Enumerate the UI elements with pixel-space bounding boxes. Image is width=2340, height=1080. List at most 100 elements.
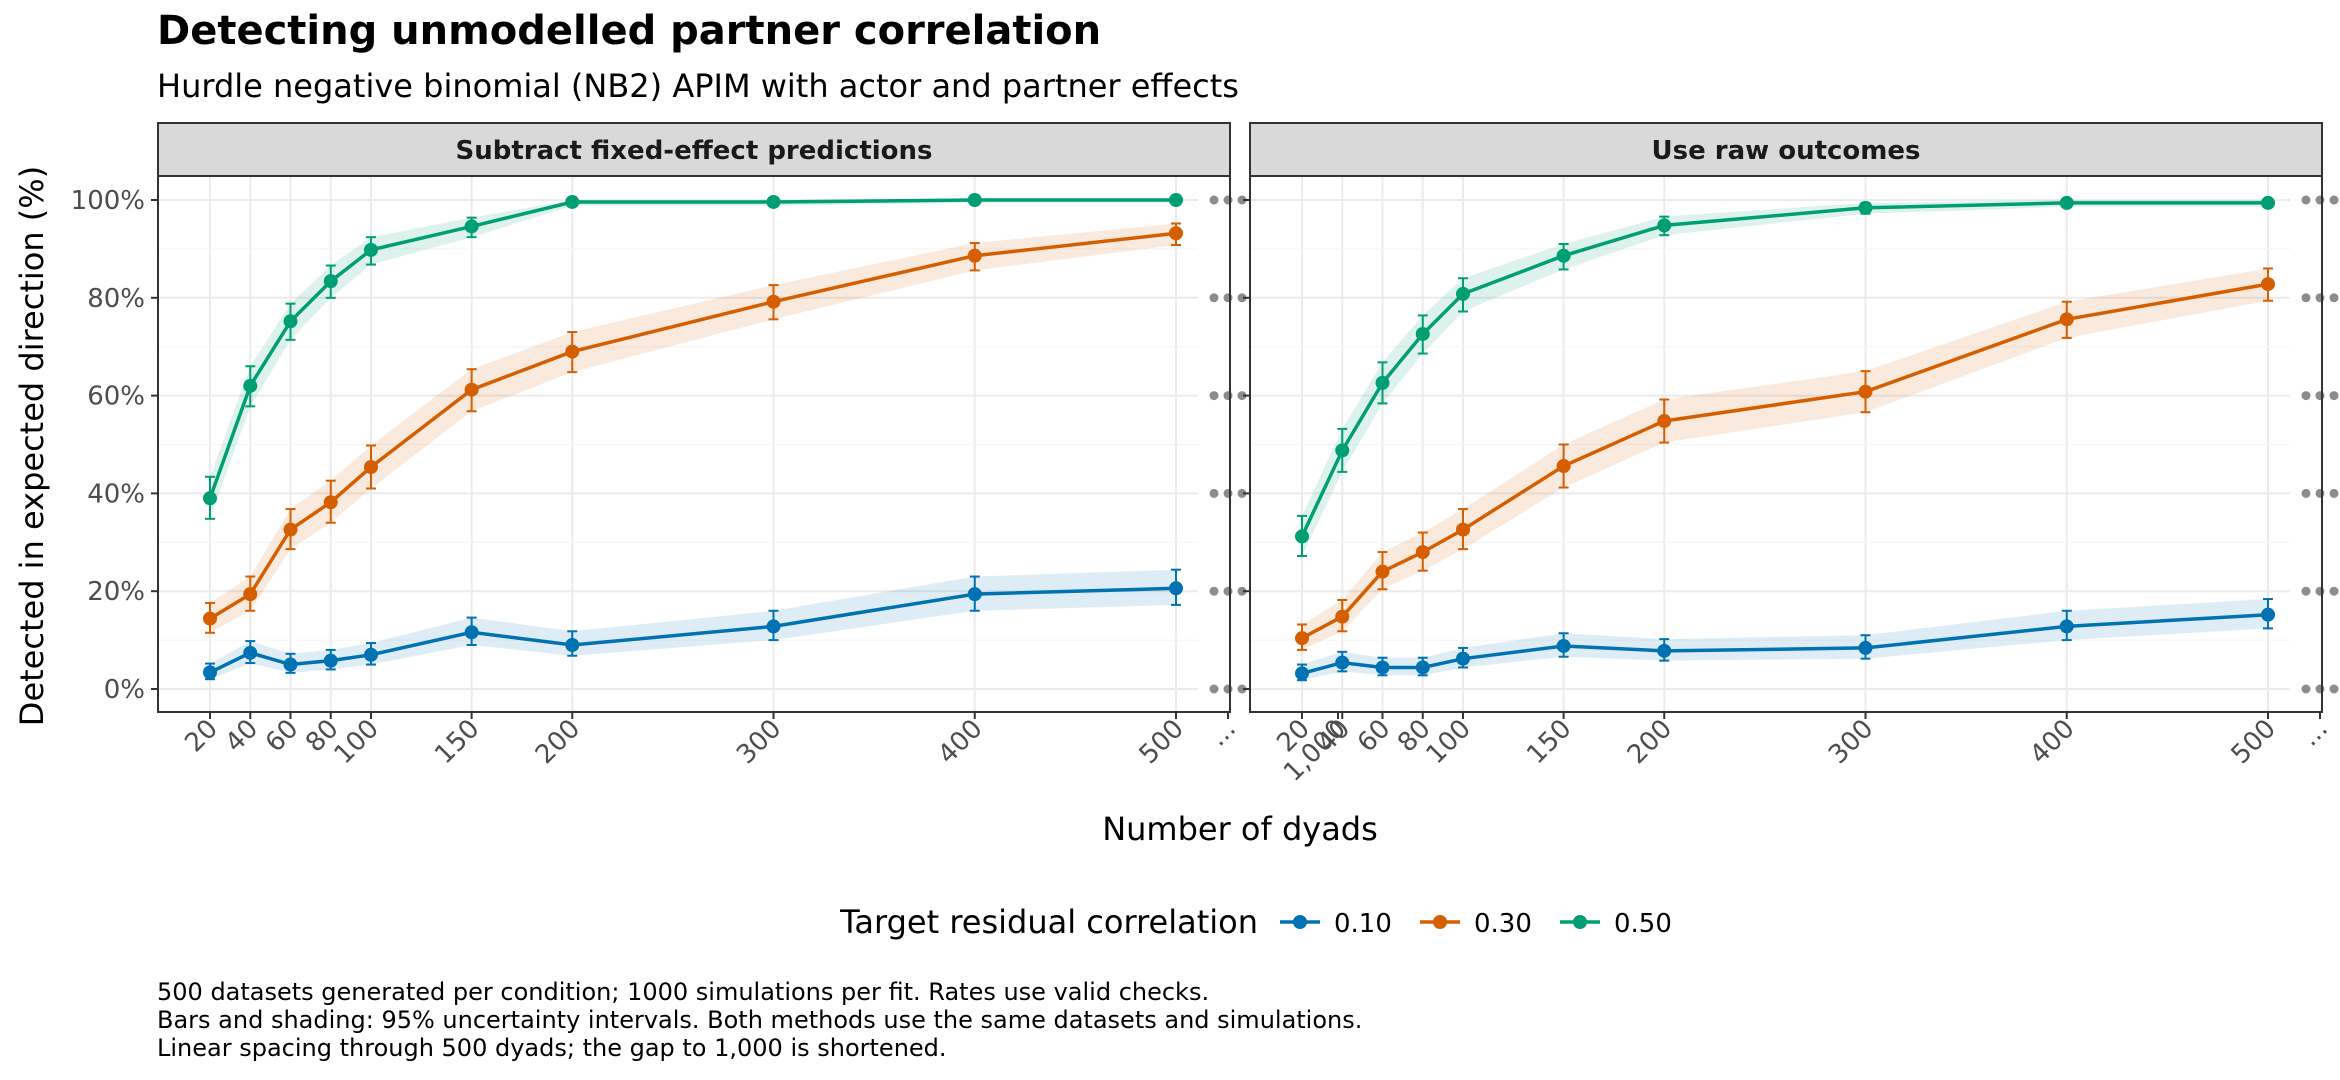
axis-break-dot	[2315, 391, 2325, 401]
point-series-0.10	[1335, 655, 1350, 670]
x-tick-label: 500	[1134, 714, 1190, 770]
panel-strip	[1249, 122, 2323, 177]
point-series-0.10	[243, 645, 258, 660]
point-series-0.30	[1456, 522, 1470, 537]
point-series-0.10	[1375, 660, 1390, 675]
point-series-0.30	[1858, 384, 1873, 399]
point-series-0.30	[565, 344, 580, 359]
axis-break-dot	[1237, 391, 1247, 401]
point-series-0.10	[203, 665, 217, 680]
ribbon-series-0.10	[210, 569, 1176, 680]
x-tick-label: 20	[179, 714, 224, 759]
axis-break-dot	[2315, 293, 2325, 303]
point-series-0.50	[243, 378, 258, 393]
axis-break-dot	[2315, 586, 2325, 596]
x-tick-label: 300	[1823, 714, 1879, 770]
point-series-0.50	[1415, 326, 1430, 341]
axis-break-dot	[2329, 293, 2339, 303]
legend-title: Target residual correlation	[839, 903, 1258, 941]
caption-line-2: Bars and shading: 95% uncertainty interv…	[157, 1006, 1362, 1034]
point-series-0.30	[967, 248, 982, 263]
point-series-0.50	[1169, 193, 1183, 207]
point-series-0.30	[2261, 277, 2275, 292]
axis-break-dot	[2329, 586, 2339, 596]
axis-break-dot	[2301, 586, 2311, 596]
caption-line-3: Linear spacing through 500 dyads; the ga…	[157, 1034, 947, 1062]
x-tick-label: 300	[731, 714, 787, 770]
x-tick-label: 200	[1622, 714, 1678, 770]
legend-entry-label: 0.30	[1474, 909, 1532, 939]
point-series-0.10	[1657, 643, 1672, 658]
axis-break-dot	[1237, 293, 1247, 303]
point-series-0.50	[203, 491, 217, 506]
point-series-0.30	[2059, 312, 2074, 327]
y-tick-label: 0%	[104, 675, 145, 705]
point-series-0.10	[1456, 651, 1470, 666]
x-tick-label: 400	[2024, 714, 2080, 770]
axis-break-dot	[1223, 293, 1233, 303]
axis-break-dot	[1223, 195, 1233, 205]
point-series-0.50	[1375, 375, 1390, 390]
point-series-0.50	[1295, 529, 1309, 544]
point-series-0.10	[2261, 607, 2275, 622]
line-series-0.30	[209, 231, 1177, 621]
axis-break-band	[1198, 177, 1258, 711]
y-axis-label: Detected in expected direction (%)	[13, 166, 51, 726]
point-series-0.10	[1415, 660, 1430, 675]
axis-break-dot	[2329, 684, 2339, 694]
point-series-0.10	[2059, 619, 2074, 634]
axis-break-dot	[2329, 391, 2339, 401]
axis-break-dot	[1237, 195, 1247, 205]
panel-title: Use raw outcomes	[1652, 136, 1921, 166]
axis-break-dot	[2315, 684, 2325, 694]
axis-break-dot	[2301, 488, 2311, 498]
point-series-0.30	[464, 382, 479, 397]
chart-title: Detecting unmodelled partner correlation	[157, 8, 1101, 54]
x-tick-label: ...	[2295, 714, 2334, 753]
legend-key-point	[1433, 915, 1447, 929]
point-series-0.50	[1657, 218, 1672, 233]
legend-key-point	[1293, 915, 1307, 929]
axis-break-dot	[1223, 684, 1233, 694]
point-series-0.10	[283, 657, 298, 672]
point-series-0.10	[1169, 581, 1183, 596]
axis-break-dot	[1237, 488, 1247, 498]
axis-break-dot	[2301, 293, 2311, 303]
point-series-0.50	[364, 242, 378, 257]
axis-break-dot	[2315, 195, 2325, 205]
axis-break-dot	[1237, 684, 1247, 694]
point-series-0.50	[2261, 195, 2275, 210]
point-series-0.10	[565, 637, 580, 652]
axis-break-dot	[1223, 391, 1233, 401]
axis-break-dot	[1209, 391, 1219, 401]
point-series-0.30	[243, 587, 258, 602]
axis-break-dot	[1209, 195, 1219, 205]
axis-break-dot	[1223, 488, 1233, 498]
x-tick-label: 40	[220, 714, 265, 759]
line-series-0.50	[1300, 201, 2268, 538]
axis-break-dot	[2301, 195, 2311, 205]
point-series-0.50	[1335, 443, 1350, 458]
point-series-0.50	[766, 194, 781, 209]
point-series-0.50	[323, 274, 338, 289]
line-series-0.30	[1301, 282, 2269, 640]
ribbon-series-0.10	[1302, 599, 2268, 681]
x-tick-label: ...	[1203, 714, 1242, 753]
axis-break-dot	[2315, 488, 2325, 498]
y-tick-label: 100%	[71, 186, 145, 216]
y-tick-label: 80%	[87, 284, 145, 314]
point-series-0.30	[203, 611, 217, 626]
point-series-0.30	[1415, 545, 1430, 560]
point-series-0.30	[1295, 631, 1309, 646]
legend-entry-label: 0.50	[1614, 909, 1672, 939]
line-series-0.10	[209, 586, 1177, 674]
point-series-0.10	[464, 625, 479, 640]
y-tick-label: 60%	[87, 382, 145, 412]
x-tick-label: 400	[932, 714, 988, 770]
legend: 0.10 0.30 0.50	[1280, 909, 1672, 939]
panels: Subtract fixed-effect predictions 0% 20% 40…	[71, 122, 2340, 788]
axis-break-dot	[1223, 586, 1233, 596]
x-tick-label: 500	[2226, 714, 2282, 770]
